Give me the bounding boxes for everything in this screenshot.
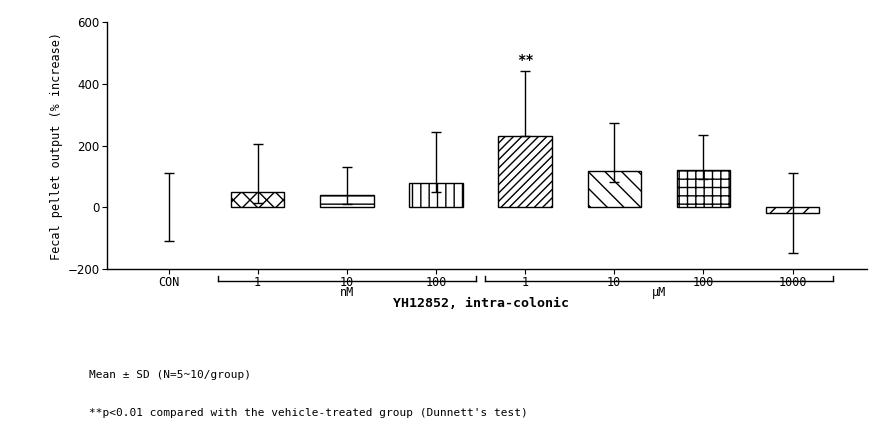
Bar <box>320 195 374 207</box>
Y-axis label: Fecal pellet output (% increase): Fecal pellet output (% increase) <box>50 32 63 259</box>
Text: YH12852, intra-colonic: YH12852, intra-colonic <box>392 297 569 310</box>
Bar <box>587 171 641 207</box>
Bar <box>677 170 730 207</box>
Bar <box>409 183 463 207</box>
Bar <box>766 207 819 213</box>
Text: **: ** <box>517 53 534 67</box>
Text: μM: μM <box>652 286 666 299</box>
Bar <box>498 136 552 207</box>
Text: **p<0.01 compared with the vehicle-treated group (Dunnett's test): **p<0.01 compared with the vehicle-treat… <box>89 408 528 418</box>
Bar <box>231 192 284 207</box>
Text: nM: nM <box>340 286 354 299</box>
Text: Mean ± SD (N=5~10/group): Mean ± SD (N=5~10/group) <box>89 370 251 379</box>
